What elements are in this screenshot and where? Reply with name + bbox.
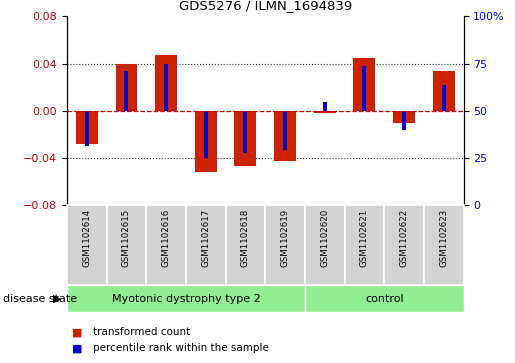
- Bar: [433, 70, 455, 111]
- Text: ■: ■: [72, 327, 82, 337]
- Bar: [442, 85, 445, 111]
- Bar: [67, 205, 107, 285]
- Bar: [384, 205, 424, 285]
- Bar: [67, 285, 305, 312]
- Bar: [85, 111, 89, 146]
- Bar: [363, 66, 366, 111]
- Text: transformed count: transformed count: [93, 327, 190, 337]
- Text: GSM1102620: GSM1102620: [320, 209, 329, 267]
- Bar: [115, 64, 138, 111]
- Bar: [305, 205, 345, 285]
- Text: GSM1102618: GSM1102618: [241, 209, 250, 267]
- Text: GSM1102617: GSM1102617: [201, 209, 210, 267]
- Text: GSM1102621: GSM1102621: [360, 209, 369, 267]
- Text: percentile rank within the sample: percentile rank within the sample: [93, 343, 269, 354]
- Bar: [314, 111, 336, 113]
- Text: ▶: ▶: [53, 294, 62, 303]
- Bar: [402, 111, 406, 130]
- Text: Myotonic dystrophy type 2: Myotonic dystrophy type 2: [112, 294, 260, 303]
- Bar: [195, 111, 217, 172]
- Bar: [244, 111, 247, 153]
- Text: GSM1102616: GSM1102616: [162, 209, 170, 267]
- Text: ■: ■: [72, 343, 82, 354]
- Bar: [305, 285, 464, 312]
- Bar: [107, 205, 146, 285]
- Bar: [274, 111, 296, 162]
- Text: GSM1102619: GSM1102619: [281, 209, 289, 267]
- Text: control: control: [365, 294, 404, 303]
- Bar: [226, 205, 265, 285]
- Bar: [234, 111, 256, 166]
- Bar: [424, 205, 464, 285]
- Bar: [146, 205, 186, 285]
- Bar: [186, 205, 226, 285]
- Bar: [345, 205, 384, 285]
- Text: GSM1102622: GSM1102622: [400, 209, 408, 267]
- Bar: [323, 102, 327, 111]
- Bar: [164, 64, 168, 111]
- Text: GSM1102615: GSM1102615: [122, 209, 131, 267]
- Text: GSM1102614: GSM1102614: [82, 209, 91, 267]
- Bar: [283, 111, 287, 150]
- Bar: [76, 111, 98, 144]
- Bar: [155, 55, 177, 111]
- Bar: [265, 205, 305, 285]
- Bar: [393, 111, 415, 122]
- Bar: [204, 111, 208, 158]
- Bar: [125, 70, 128, 111]
- Title: GDS5276 / ILMN_1694839: GDS5276 / ILMN_1694839: [179, 0, 352, 12]
- Text: GSM1102623: GSM1102623: [439, 209, 448, 267]
- Text: disease state: disease state: [3, 294, 77, 303]
- Bar: [353, 58, 375, 111]
